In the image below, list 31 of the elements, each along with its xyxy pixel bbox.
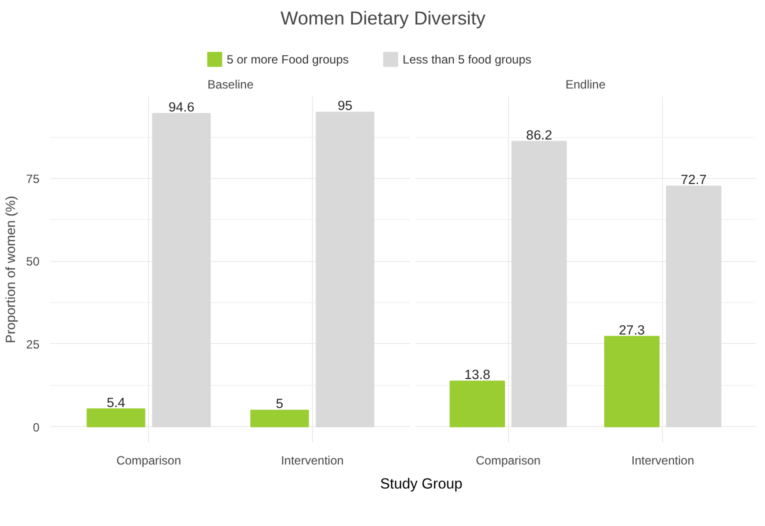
x-axis-title: Study Group — [380, 476, 462, 492]
data-label: 5.4 — [106, 394, 126, 410]
data-label: 72.7 — [680, 172, 707, 188]
bar — [152, 113, 211, 428]
x-tick-label: Comparison — [476, 454, 541, 468]
data-label: 5 — [276, 396, 284, 412]
data-label: 27.3 — [618, 322, 645, 338]
bar — [250, 410, 309, 428]
y-tick-label: 50 — [26, 254, 40, 269]
data-label: 94.6 — [168, 100, 194, 115]
legend-label: 5 or more Food groups — [226, 52, 349, 66]
data-label: 86.2 — [526, 127, 552, 142]
legend-label: Less than 5 food groups — [402, 52, 532, 66]
y-axis-title: Proportion of women (%) — [3, 196, 18, 344]
y-tick-label: 75 — [26, 172, 40, 186]
bar — [316, 112, 374, 428]
x-tick-label: Intervention — [631, 454, 694, 468]
bar — [511, 140, 567, 428]
chart-subtitle: Baseline — [207, 78, 254, 92]
x-tick-label: Intervention — [280, 454, 344, 468]
chart-subtitle: Endline — [565, 78, 606, 92]
bar — [666, 186, 722, 428]
y-tick-label: 0 — [32, 420, 40, 434]
x-tick-label: Comparison — [116, 454, 182, 468]
data-label: 13.8 — [464, 367, 490, 382]
y-tick-label: 25 — [26, 338, 40, 352]
bar — [86, 408, 146, 428]
chart-title: Women Dietary Diversity — [280, 8, 486, 28]
data-label: 95 — [338, 98, 352, 114]
bar — [450, 380, 506, 428]
bar — [604, 336, 660, 428]
